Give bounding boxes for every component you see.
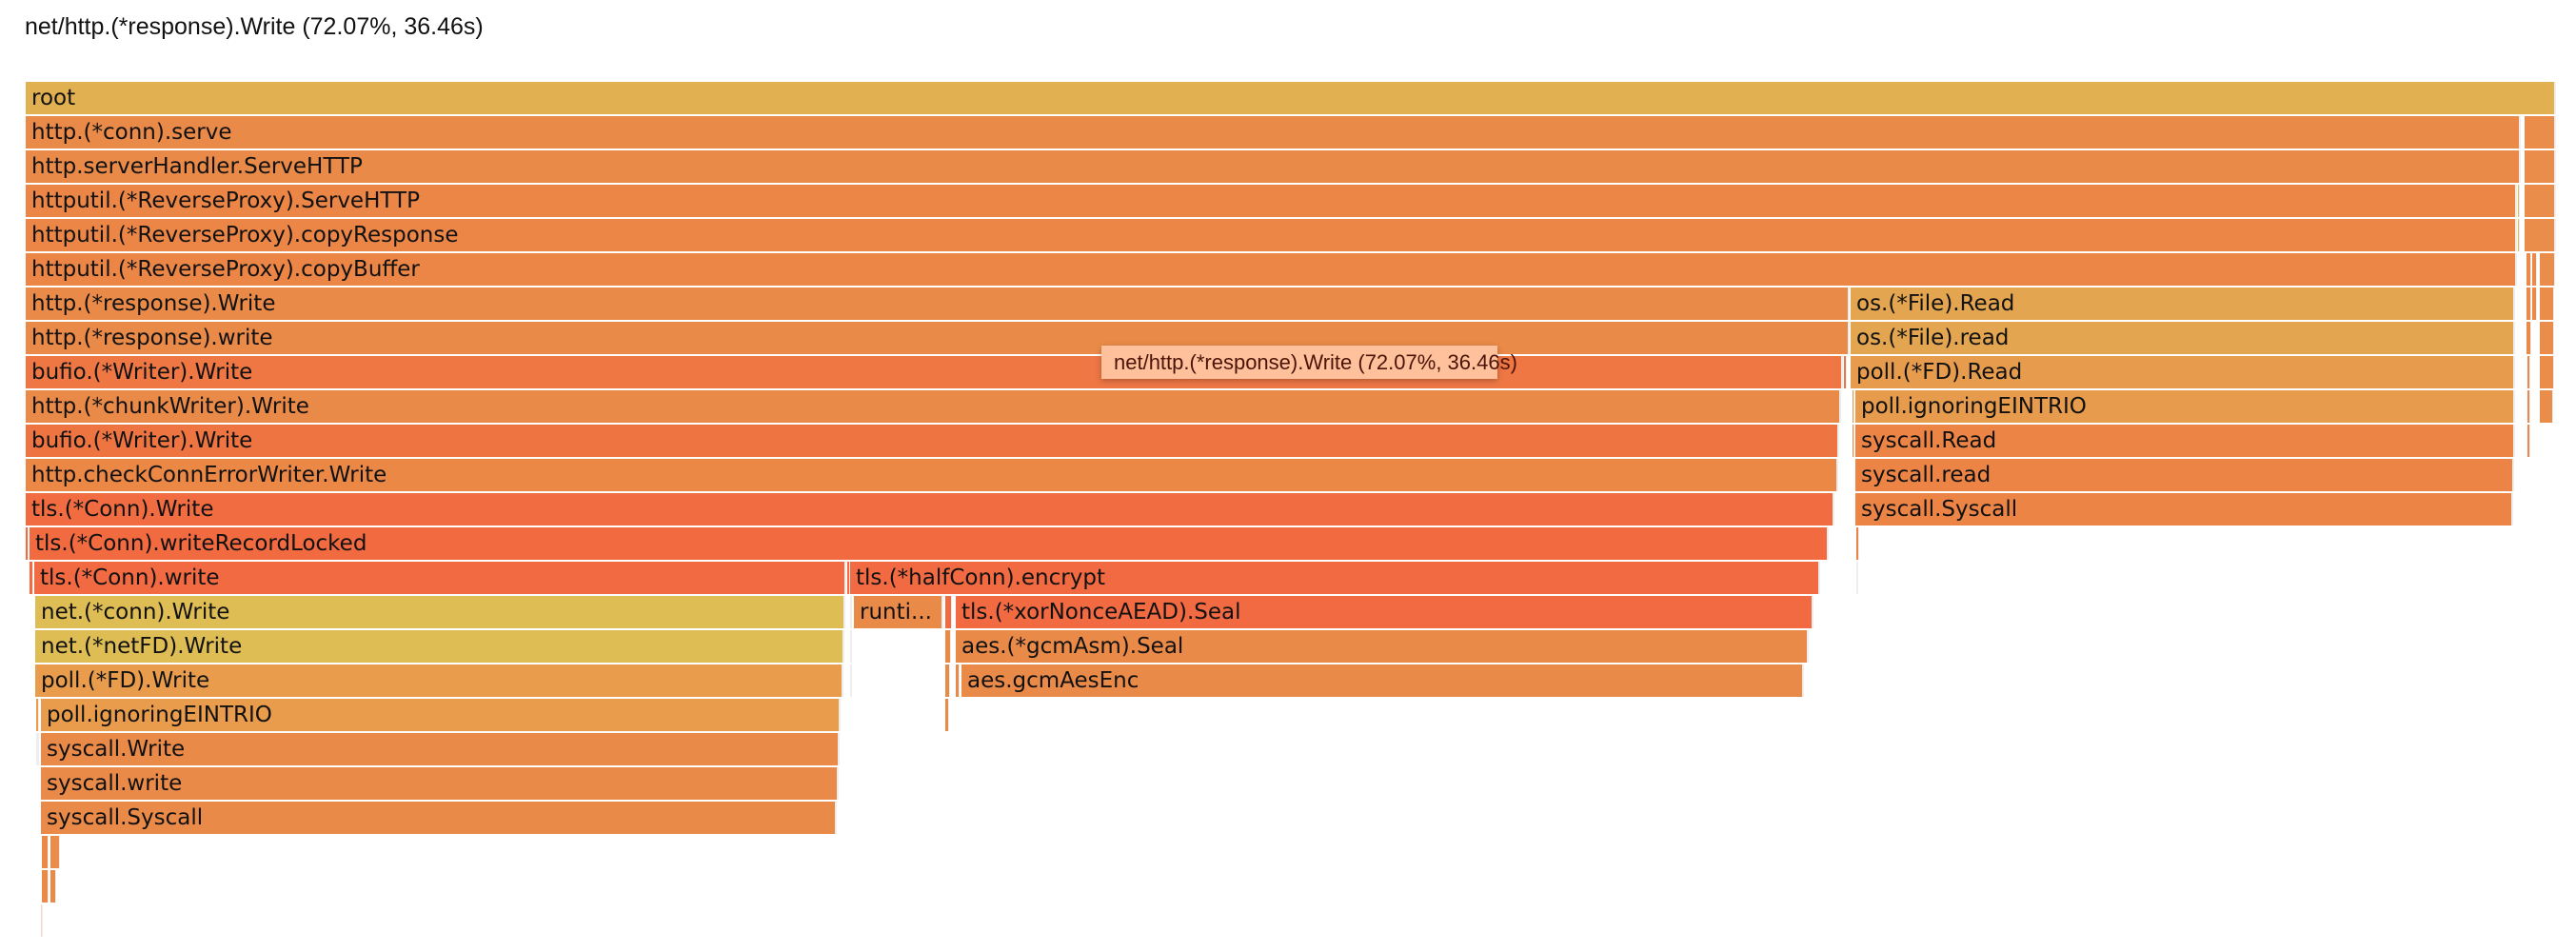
flame-frame[interactable]: http.(*conn).serve	[26, 116, 2521, 149]
flame-frame-small[interactable]	[2527, 425, 2530, 457]
flame-frame-small[interactable]	[847, 562, 850, 594]
flame-frame[interactable]: poll.ignoringEINTRIO	[41, 699, 841, 731]
flame-frame-small[interactable]	[42, 870, 49, 902]
flame-frame[interactable]: tls.(*Conn).writeRecordLocked	[30, 527, 1829, 560]
flame-frame-small[interactable]	[956, 664, 960, 697]
flame-frame-small[interactable]	[2540, 253, 2555, 286]
flame-frame-small[interactable]	[2525, 116, 2556, 149]
flame-frame-small[interactable]	[2526, 253, 2531, 286]
flame-frame-small[interactable]	[2540, 390, 2553, 423]
flame-frame[interactable]: runti...	[854, 596, 943, 628]
flame-frame-small[interactable]	[1844, 356, 1847, 388]
flame-frame-small[interactable]	[2527, 356, 2530, 388]
flame-frame[interactable]: http.(*chunkWriter).Write	[26, 390, 1841, 423]
frame-tooltip: net/http.(*response).Write (72.07%, 36.4…	[1101, 346, 1517, 379]
flame-frame[interactable]: aes.gcmAesEnc	[961, 664, 1804, 697]
flame-frame[interactable]: poll.(*FD).Write	[35, 664, 843, 697]
flame-frame[interactable]: net.(*conn).Write	[35, 596, 845, 628]
flame-frame-small[interactable]	[2540, 322, 2554, 354]
flame-frame-small[interactable]	[2525, 219, 2556, 251]
flame-frame-small[interactable]	[2540, 356, 2554, 388]
flame-frame[interactable]: httputil.(*ReverseProxy).copyResponse	[26, 219, 2517, 251]
flame-frame-small[interactable]	[41, 904, 43, 937]
flame-frame-small[interactable]	[2526, 322, 2531, 354]
flame-frame-small[interactable]	[2525, 150, 2556, 183]
flame-frame[interactable]: syscall.Read	[1855, 425, 2515, 457]
flame-frame-small[interactable]	[26, 527, 29, 560]
flame-frame-small[interactable]	[50, 870, 56, 902]
flame-frame-small[interactable]	[30, 562, 33, 594]
selected-frame-title: net/http.(*response).Write (72.07%, 36.4…	[25, 13, 484, 40]
flame-frame[interactable]: os.(*File).read	[1851, 322, 2515, 354]
flame-frame-small[interactable]	[1853, 425, 1854, 457]
flame-frame[interactable]: http.serverHandler.ServeHTTP	[26, 150, 2521, 183]
flame-frame[interactable]: os.(*File).Read	[1851, 288, 2515, 320]
flame-frame[interactable]: tls.(*halfConn).encrypt	[850, 562, 1820, 594]
flame-frame[interactable]: http.(*response).write	[26, 322, 1850, 354]
flame-frame[interactable]: aes.(*gcmAsm).Seal	[956, 630, 1809, 663]
flame-frame-small[interactable]	[1856, 562, 1858, 594]
flame-frame-small[interactable]	[42, 836, 49, 868]
flame-frame[interactable]: root	[26, 82, 2556, 114]
flame-frame-small[interactable]	[50, 836, 60, 868]
flame-frame[interactable]: bufio.(*Writer).Write	[26, 356, 1843, 388]
flame-frame-small[interactable]	[945, 630, 951, 663]
flame-frame[interactable]: syscall.Syscall	[41, 802, 837, 834]
flame-frame-small[interactable]	[2525, 185, 2556, 217]
flame-frame[interactable]: net.(*netFD).Write	[35, 630, 844, 663]
flame-frame[interactable]: poll.(*FD).Read	[1851, 356, 2515, 388]
flame-frame-small[interactable]	[2518, 219, 2520, 251]
flame-frame[interactable]: httputil.(*ReverseProxy).ServeHTTP	[26, 185, 2517, 217]
flame-frame[interactable]: syscall.Write	[41, 733, 840, 765]
flame-frame-small[interactable]	[850, 596, 852, 628]
flame-frame[interactable]: bufio.(*Writer).Write	[26, 425, 1839, 457]
flame-frame[interactable]: httputil.(*ReverseProxy).copyBuffer	[26, 253, 2517, 286]
flame-frame[interactable]: tls.(*xorNonceAEAD).Seal	[956, 596, 1813, 628]
flame-frame-small[interactable]	[2532, 253, 2537, 286]
flame-frame-small[interactable]	[2532, 288, 2537, 320]
flame-frame[interactable]: syscall.write	[41, 767, 839, 800]
flame-frame-small[interactable]	[850, 664, 852, 697]
flame-frame-small[interactable]	[1853, 390, 1854, 423]
flame-frame-small[interactable]	[2527, 390, 2530, 423]
flame-frame[interactable]: tls.(*Conn).Write	[26, 493, 1834, 526]
flame-frame-small[interactable]	[945, 596, 952, 628]
flame-frame-small[interactable]	[36, 733, 39, 765]
flame-frame[interactable]: syscall.Syscall	[1855, 493, 2513, 526]
flame-frame[interactable]: tls.(*Conn).write	[34, 562, 846, 594]
flame-frame-small[interactable]	[2518, 185, 2520, 217]
flame-frame[interactable]: poll.ignoringEINTRIO	[1855, 390, 2515, 423]
flame-frame-small[interactable]	[2540, 288, 2554, 320]
flame-frame-small[interactable]	[36, 699, 39, 731]
flame-frame-small[interactable]	[945, 699, 949, 731]
flame-frame-small[interactable]	[850, 630, 852, 663]
flame-frame-small[interactable]	[945, 664, 950, 697]
flame-frame[interactable]: http.checkConnErrorWriter.Write	[26, 459, 1838, 491]
flame-frame-small[interactable]	[2526, 288, 2531, 320]
flame-frame[interactable]: http.(*response).Write	[26, 288, 1850, 320]
flame-frame-small[interactable]	[1856, 527, 1859, 560]
flame-frame[interactable]: syscall.read	[1855, 459, 2514, 491]
